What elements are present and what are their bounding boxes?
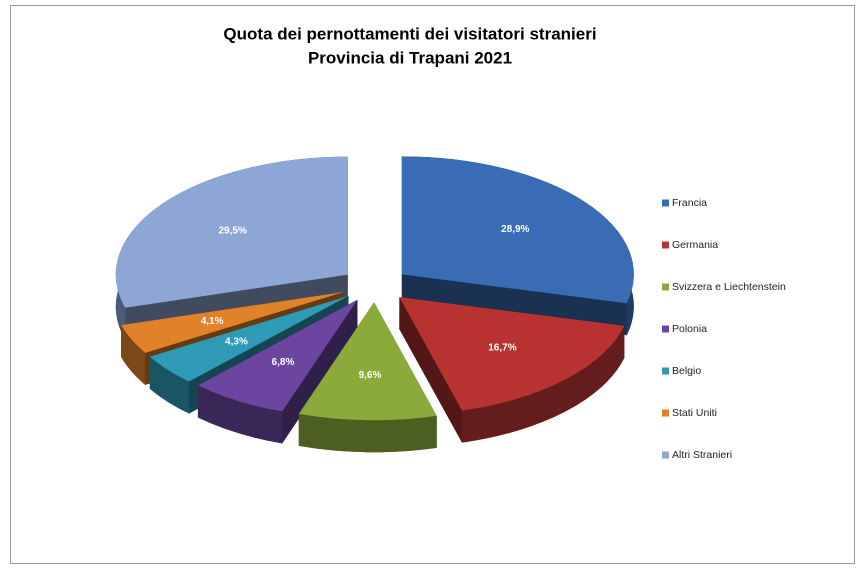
data-label: 6,8% bbox=[272, 357, 295, 368]
slice-top bbox=[149, 295, 349, 382]
legend-swatch bbox=[662, 451, 669, 459]
slice-wall bbox=[298, 413, 437, 453]
chart-title: Quota dei pernottamenti dei visitatori s… bbox=[223, 24, 596, 43]
data-label: 4,3% bbox=[225, 336, 248, 347]
pie-slice bbox=[197, 299, 358, 444]
chart-subtitle: Provincia di Trapani 2021 bbox=[308, 48, 512, 67]
legend-swatch bbox=[662, 409, 669, 417]
legend-label: Svizzera e Liechtenstein bbox=[672, 281, 786, 293]
pie-slice bbox=[399, 297, 625, 443]
legend-label: Stati Uniti bbox=[672, 407, 717, 419]
data-label: 4,1% bbox=[201, 316, 224, 327]
slice-top bbox=[121, 291, 344, 353]
data-label: 29,5% bbox=[219, 225, 247, 236]
slice-top bbox=[197, 299, 358, 412]
legend-swatch bbox=[662, 241, 669, 249]
pie-slice bbox=[115, 156, 348, 340]
data-label: 9,6% bbox=[359, 370, 382, 381]
slice-wall bbox=[197, 385, 283, 444]
slice-wall bbox=[149, 356, 190, 414]
slice-wall bbox=[121, 325, 146, 385]
legend-swatch bbox=[662, 199, 669, 207]
pie-slice bbox=[298, 302, 437, 453]
slice-edge bbox=[399, 297, 463, 443]
legend-swatch bbox=[662, 283, 669, 291]
data-label: 28,9% bbox=[501, 224, 529, 235]
legend-label: Polonia bbox=[672, 323, 707, 335]
legend-label: Francia bbox=[672, 197, 707, 209]
slice-top bbox=[115, 156, 348, 308]
data-label: 16,7% bbox=[488, 343, 516, 354]
legend-label: Belgio bbox=[672, 365, 701, 377]
legend-label: Altri Stranieri bbox=[672, 449, 732, 461]
slice-top bbox=[298, 302, 437, 421]
slice-wall bbox=[462, 325, 625, 443]
legend-swatch bbox=[662, 367, 669, 375]
slice-top bbox=[399, 297, 625, 411]
slice-top bbox=[401, 156, 634, 304]
legend-swatch bbox=[662, 325, 669, 333]
legend-label: Germania bbox=[672, 239, 718, 251]
